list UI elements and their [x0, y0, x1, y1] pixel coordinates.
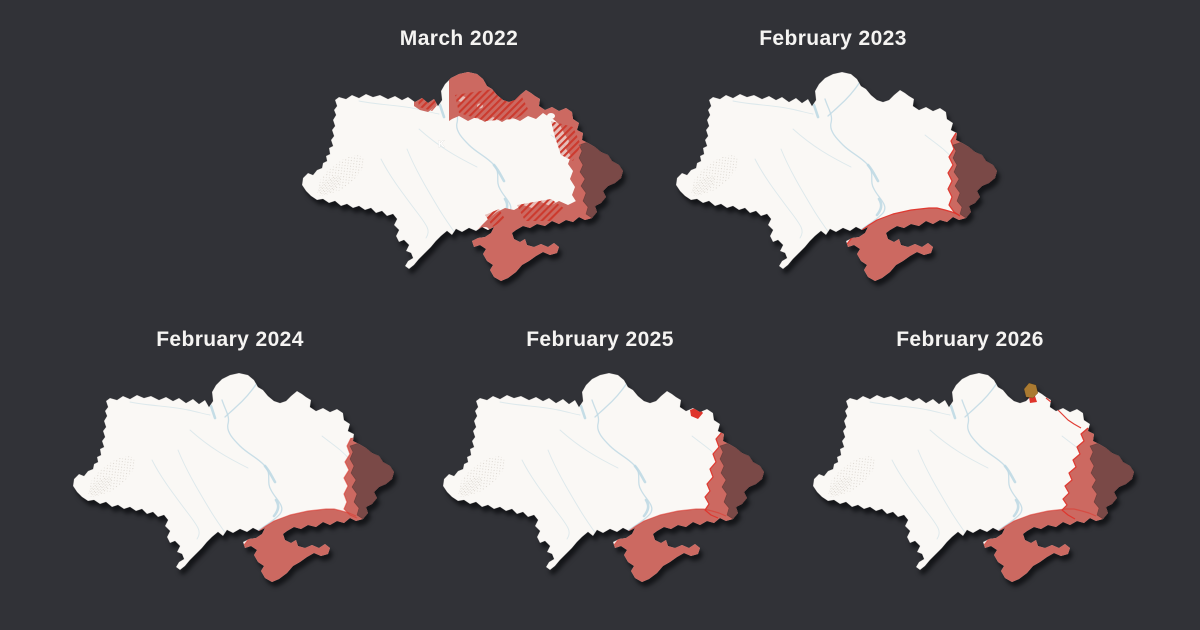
map-title-february-2023: February 2023 [759, 27, 907, 50]
ukraine-map-february-2026 [800, 370, 1140, 600]
ukraine-map-february-2025 [430, 370, 770, 600]
cross-border-incursion-patch [1023, 382, 1039, 399]
maps-row-top: March 2022 [46, 0, 1200, 299]
map-card-february-2026: February 2026 [800, 327, 1140, 600]
map-card-march-2022: March 2022 [289, 26, 629, 299]
ukraine-map-february-2023 [663, 69, 1003, 299]
map-title-february-2026: February 2026 [896, 328, 1044, 351]
ukraine-map-march-2022: K [289, 69, 629, 299]
kyiv-marker: K [438, 139, 445, 149]
map-card-february-2023: February 2023 [663, 26, 1003, 299]
map-card-february-2025: February 2025 [430, 327, 770, 600]
map-title-february-2025: February 2025 [526, 328, 674, 351]
map-title-february-2024: February 2024 [156, 328, 304, 351]
maps-row-bottom: February 2024 February 2025 [0, 327, 1200, 600]
map-card-february-2024: February 2024 [60, 327, 400, 600]
map-title-march-2022: March 2022 [399, 27, 519, 50]
ukraine-map-february-2024 [60, 370, 400, 600]
